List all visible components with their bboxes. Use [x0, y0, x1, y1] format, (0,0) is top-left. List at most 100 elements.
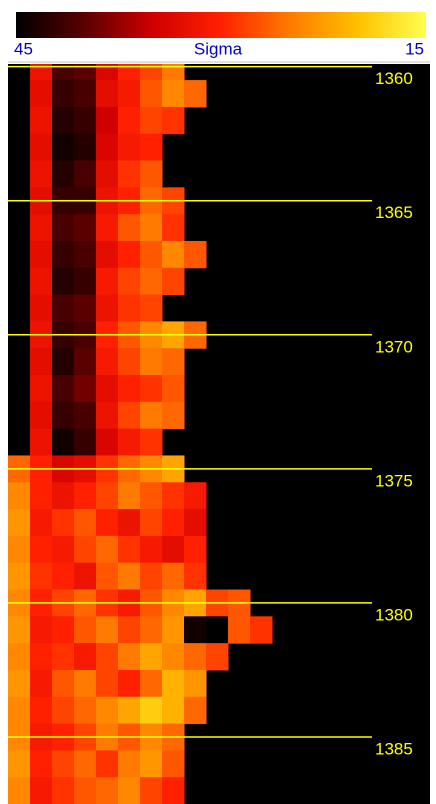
heatmap-cell: [140, 562, 163, 591]
heatmap-cell: [162, 401, 185, 430]
depth-axis: 1360 1365 1370 1375 1380 1385: [8, 65, 413, 758]
heatmap-cell: [140, 64, 163, 81]
heatmap-cell: [96, 696, 119, 725]
heatmap-cell: [96, 777, 119, 804]
heatmap-cell: [74, 214, 97, 242]
heatmap-cell: [118, 643, 141, 671]
heatmap-cell: [118, 106, 141, 135]
heatmap-cell: [52, 509, 75, 537]
heatmap-cell: [8, 482, 31, 510]
heatmap-cell: [140, 375, 163, 403]
heatmap-cell: [74, 428, 97, 456]
heatmap-cell: [118, 428, 141, 456]
heatmap-cell: [162, 616, 185, 644]
heatmap-cell: [162, 750, 185, 778]
heatmap-cell: [118, 80, 141, 108]
heatmap-cell: [118, 750, 141, 778]
heatmap-cell: [30, 535, 53, 564]
heatmap-cell: [140, 160, 163, 188]
heatmap-cell: [96, 106, 119, 135]
heatmap-cell: [250, 616, 273, 644]
heatmap-cell: [162, 509, 185, 537]
heatmap-cell: [162, 777, 185, 804]
heatmap-cell: [8, 777, 31, 804]
heatmap-cell: [118, 294, 141, 322]
heatmap-cell: [52, 777, 75, 804]
heatmap-cell: [140, 482, 163, 510]
heatmap-cell: [162, 482, 185, 510]
heatmap-cell: [96, 160, 119, 188]
heatmap-cell: [162, 348, 185, 376]
heatmap-cell: [184, 696, 207, 725]
heatmap-cell: [118, 375, 141, 403]
heatmap-cell: [52, 214, 75, 242]
heatmap-cell: [140, 535, 163, 564]
heatmap-cell: [30, 482, 53, 510]
heatmap-cell: [140, 401, 163, 430]
depth-label: 1360: [375, 69, 413, 88]
colorbar: [16, 12, 426, 38]
heatmap-cell: [118, 562, 141, 591]
heatmap-cell: [52, 616, 75, 644]
heatmap-cell: [74, 294, 97, 322]
heatmap-cell: [8, 562, 31, 591]
heatmap-cell: [52, 294, 75, 322]
heatmap-cell: [30, 240, 53, 269]
heatmap-cell: [162, 80, 185, 108]
heatmap-cell: [228, 616, 251, 644]
heatmap-cell: [8, 750, 31, 778]
heatmap-cell: [52, 643, 75, 671]
depth-label: 1370: [375, 337, 413, 356]
heatmap-cell: [162, 240, 185, 269]
heatmap-cell: [8, 509, 31, 537]
heatmap-cell: [96, 375, 119, 403]
heatmap-cell: [184, 240, 207, 269]
heatmap-cell: [162, 535, 185, 564]
heatmap-cell: [52, 535, 75, 564]
heatmap-cell: [118, 509, 141, 537]
heatmap-cell: [30, 348, 53, 376]
heatmap-cell: [118, 348, 141, 376]
heatmap-cell: [30, 294, 53, 322]
heatmap-cell: [162, 106, 185, 135]
heatmap-cell: [74, 240, 97, 269]
heatmap-cell: [118, 616, 141, 644]
heatmap-cell: [96, 509, 119, 537]
heatmap-cell: [30, 267, 53, 296]
heatmap-cell: [140, 133, 163, 162]
heatmap-cell: [118, 64, 141, 81]
heatmap-cell: [30, 777, 53, 804]
heatmap-cell: [162, 696, 185, 725]
heatmap-cell: [30, 616, 53, 644]
heatmap-cell: [74, 401, 97, 430]
heatmap-cell: [52, 106, 75, 135]
heatmap-cell: [118, 482, 141, 510]
heatmap-cell: [118, 777, 141, 804]
heatmap-cell: [118, 214, 141, 242]
heatmap-cell: [74, 535, 97, 564]
heatmap-cell: [96, 428, 119, 456]
heatmap-cell: [96, 133, 119, 162]
heatmap-cell: [96, 348, 119, 376]
heatmap-cell: [140, 616, 163, 644]
heatmap-cell: [162, 64, 185, 81]
depth-label: 1385: [375, 739, 413, 758]
heatmap-cell: [184, 535, 207, 564]
heatmap-cell: [140, 777, 163, 804]
heatmap-cell: [30, 133, 53, 162]
heatmap-cell: [74, 777, 97, 804]
heatmap-cell: [30, 375, 53, 403]
heatmap-cell: [74, 80, 97, 108]
heatmap-cell: [184, 482, 207, 510]
heatmap-cell: [162, 562, 185, 591]
heatmap-cell: [52, 375, 75, 403]
heatmap-cell: [8, 643, 31, 671]
heatmap-cell: [30, 643, 53, 671]
heatmap-cell: [74, 562, 97, 591]
colorbar-max-label: 15: [405, 39, 424, 58]
heatmap-cell: [8, 696, 31, 725]
heatmap-cell: [52, 133, 75, 162]
heatmap-cell: [8, 616, 31, 644]
heatmap-cell: [140, 294, 163, 322]
